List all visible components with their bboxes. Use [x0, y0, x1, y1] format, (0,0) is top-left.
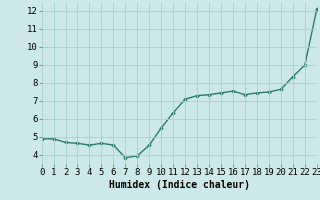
- X-axis label: Humidex (Indice chaleur): Humidex (Indice chaleur): [109, 180, 250, 190]
